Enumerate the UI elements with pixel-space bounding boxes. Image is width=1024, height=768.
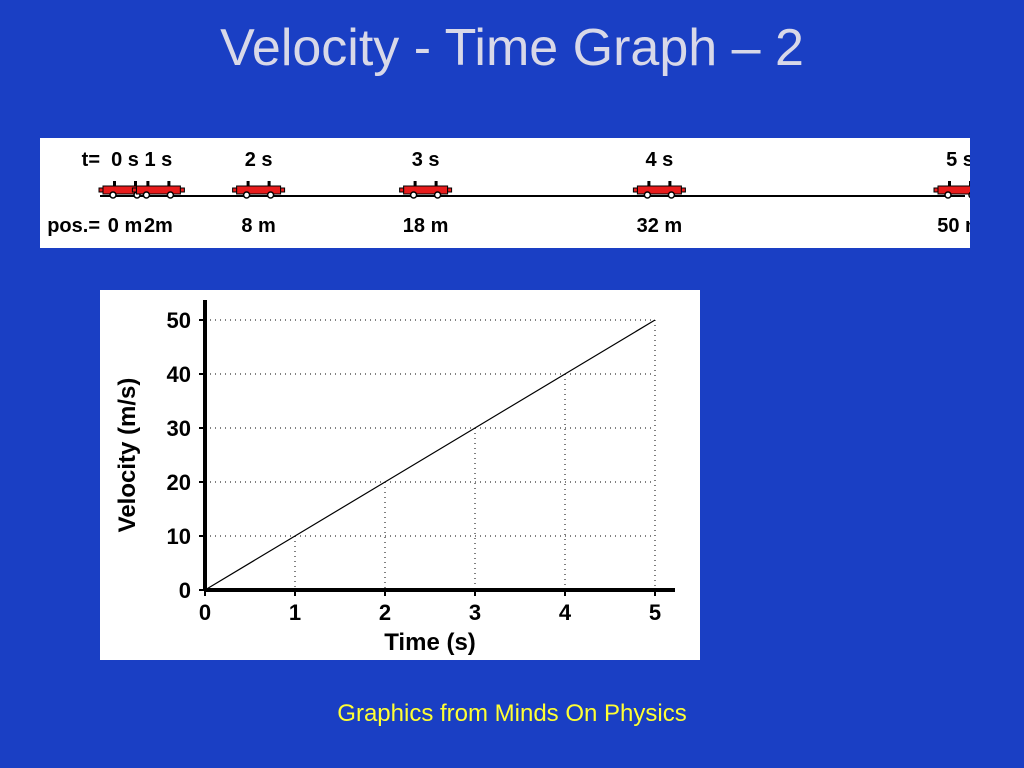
svg-text:20: 20 — [167, 470, 191, 495]
svg-text:Velocity (m/s): Velocity (m/s) — [114, 378, 141, 533]
svg-text:40: 40 — [167, 362, 191, 387]
svg-text:2: 2 — [379, 600, 391, 625]
svg-text:5 s: 5 s — [946, 149, 970, 171]
svg-text:4: 4 — [559, 600, 572, 625]
svg-text:18 m: 18 m — [403, 215, 449, 237]
svg-text:8 m: 8 m — [241, 215, 275, 237]
velocity-time-chart: 0 10 20 30 40 50 0 1 2 3 4 5 Time (s) Velocity (m/s) — [100, 290, 700, 660]
svg-text:1: 1 — [289, 600, 301, 625]
svg-text:Time (s): Time (s) — [384, 629, 476, 656]
svg-text:1 s: 1 s — [144, 149, 172, 171]
motion-strip-panel: t= pos.= 0 s 0 m 1 s 2m 2 s 8 m 3 s 18 m 4 s 32 m 5 … — [40, 138, 970, 248]
svg-text:pos.=: pos.= — [47, 215, 100, 237]
motion-strip-svg: t= pos.= 0 s 0 m 1 s 2m 2 s 8 m 3 s 18 m 4 s 32 m 5 … — [40, 138, 970, 248]
svg-text:t=: t= — [82, 149, 100, 171]
footer-credit: Graphics from Minds On Physics — [0, 700, 1024, 728]
svg-text:0: 0 — [179, 578, 191, 603]
svg-text:30: 30 — [167, 416, 191, 441]
svg-text:0 m: 0 m — [108, 215, 142, 237]
svg-text:3 s: 3 s — [412, 149, 440, 171]
page-title: Velocity - Time Graph – 2 — [0, 0, 1024, 78]
svg-text:10: 10 — [167, 524, 191, 549]
svg-text:0: 0 — [199, 600, 211, 625]
svg-text:4 s: 4 s — [645, 149, 673, 171]
svg-text:50: 50 — [167, 308, 191, 333]
svg-text:2m: 2m — [144, 215, 173, 237]
svg-text:0 s: 0 s — [111, 149, 139, 171]
svg-text:3: 3 — [469, 600, 481, 625]
svg-text:2 s: 2 s — [245, 149, 273, 171]
chart-panel: 0 10 20 30 40 50 0 1 2 3 4 5 Time (s) Velocity (m/s) — [100, 290, 700, 660]
svg-text:5: 5 — [649, 600, 661, 625]
svg-text:32 m: 32 m — [637, 215, 683, 237]
svg-text:50 m: 50 m — [937, 215, 970, 237]
